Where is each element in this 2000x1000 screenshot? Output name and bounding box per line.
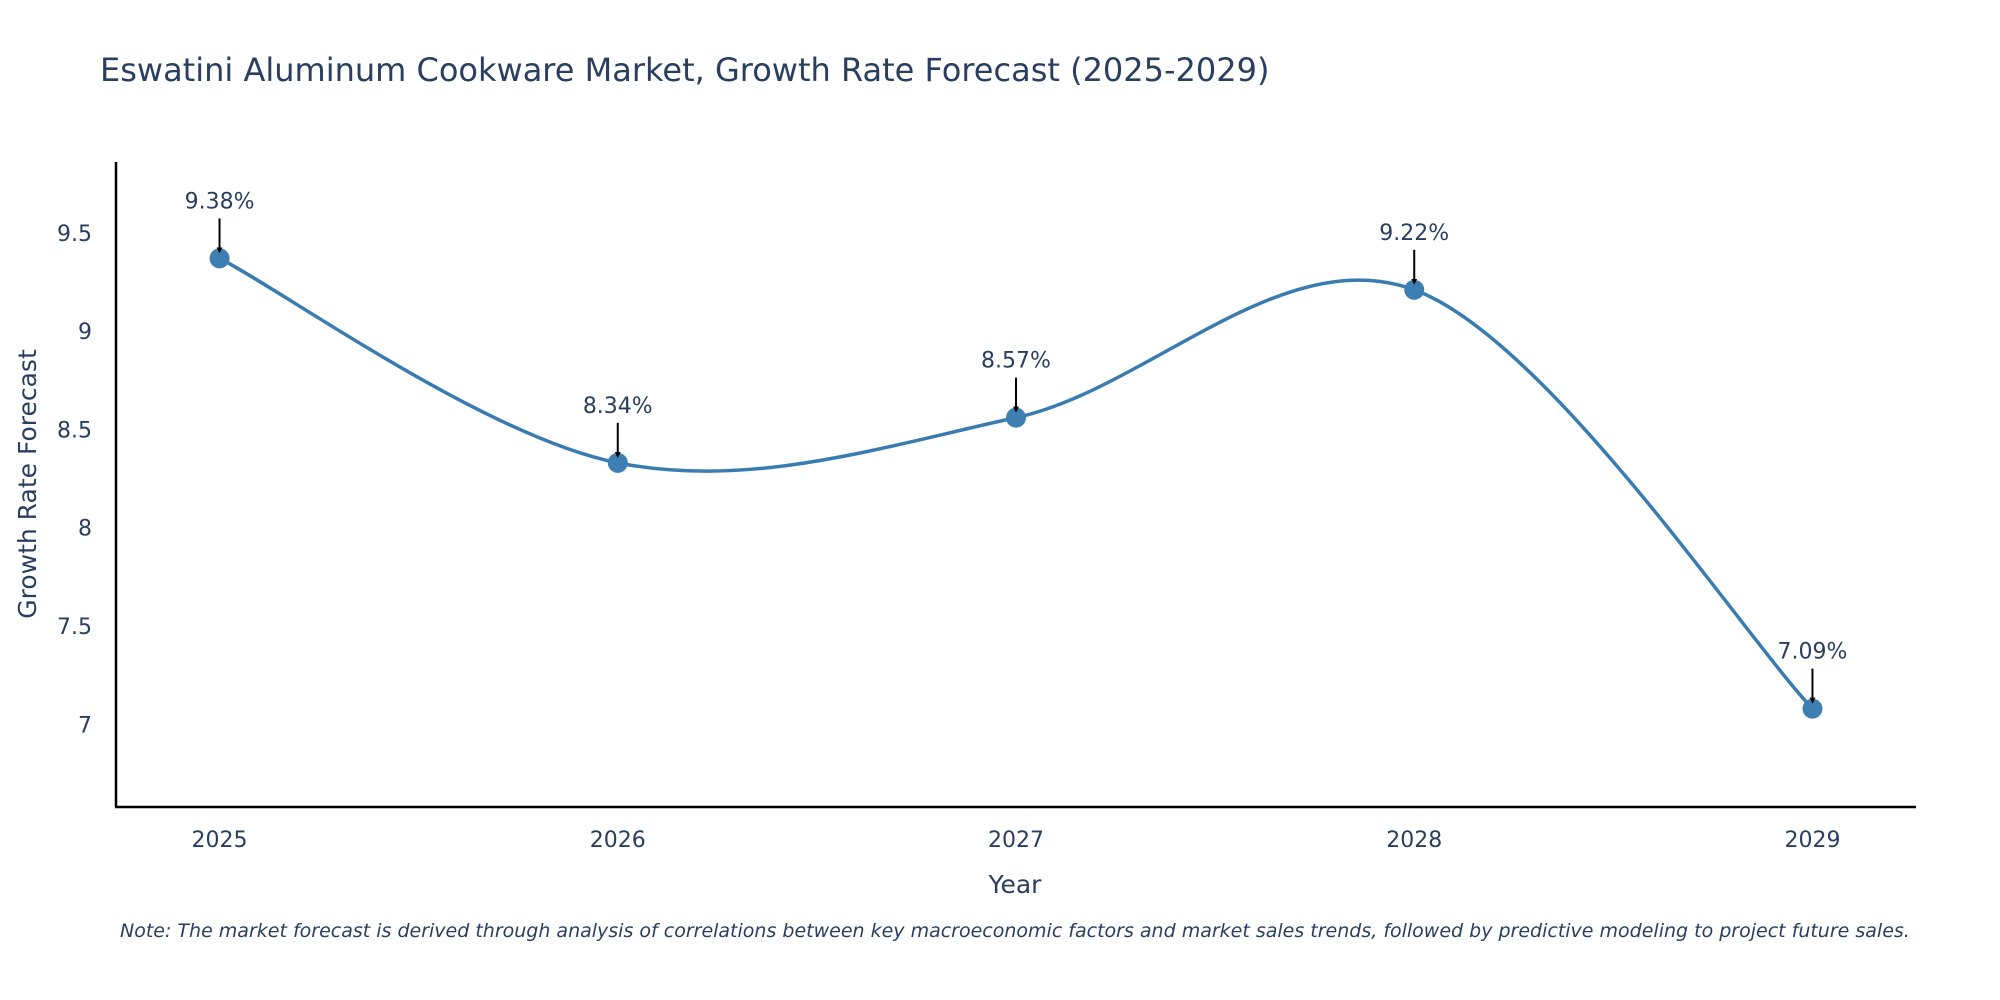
data-label: 7.09% (1778, 640, 1848, 665)
series-line (218, 256, 1814, 710)
data-label: 8.34% (583, 394, 653, 419)
data-markers (209, 248, 1823, 719)
data-point-marker (607, 452, 628, 473)
y-tick-label: 9.5 (57, 222, 92, 247)
data-label: 8.57% (981, 349, 1051, 374)
x-tick-label: 2028 (1386, 828, 1442, 853)
x-tick-label: 2026 (590, 828, 646, 853)
data-label: 9.22% (1379, 221, 1449, 246)
data-label: 9.38% (185, 189, 255, 214)
x-axis-ticks: 2025 2026 2027 2028 2029 (192, 828, 1841, 853)
x-tick-label: 2029 (1784, 828, 1840, 853)
y-tick-label: 8 (78, 517, 92, 542)
footnote: Note: The market forecast is derived thr… (120, 920, 1910, 942)
y-tick-label: 7 (78, 713, 92, 738)
y-tick-label: 7.5 (57, 615, 92, 640)
y-tick-label: 8.5 (57, 418, 92, 443)
data-point-marker (1802, 698, 1823, 719)
x-tick-label: 2027 (988, 828, 1044, 853)
data-point-marker (1006, 407, 1026, 428)
y-tick-label: 9 (78, 320, 92, 345)
chart-title: Eswatini Aluminum Cookware Market, Growt… (100, 51, 1269, 89)
data-point-marker (209, 248, 230, 269)
data-point-marker (1404, 279, 1425, 300)
y-axis-title: Growth Rate Forecast (13, 349, 42, 619)
x-tick-label: 2025 (192, 828, 248, 853)
data-annotations: 9.38% 8.34% 8.57% 9.22% 7.09% (185, 189, 1848, 704)
x-axis-title: Year (988, 870, 1043, 899)
y-axis-ticks: 7 7.5 8 8.5 9 9.5 (57, 222, 92, 739)
